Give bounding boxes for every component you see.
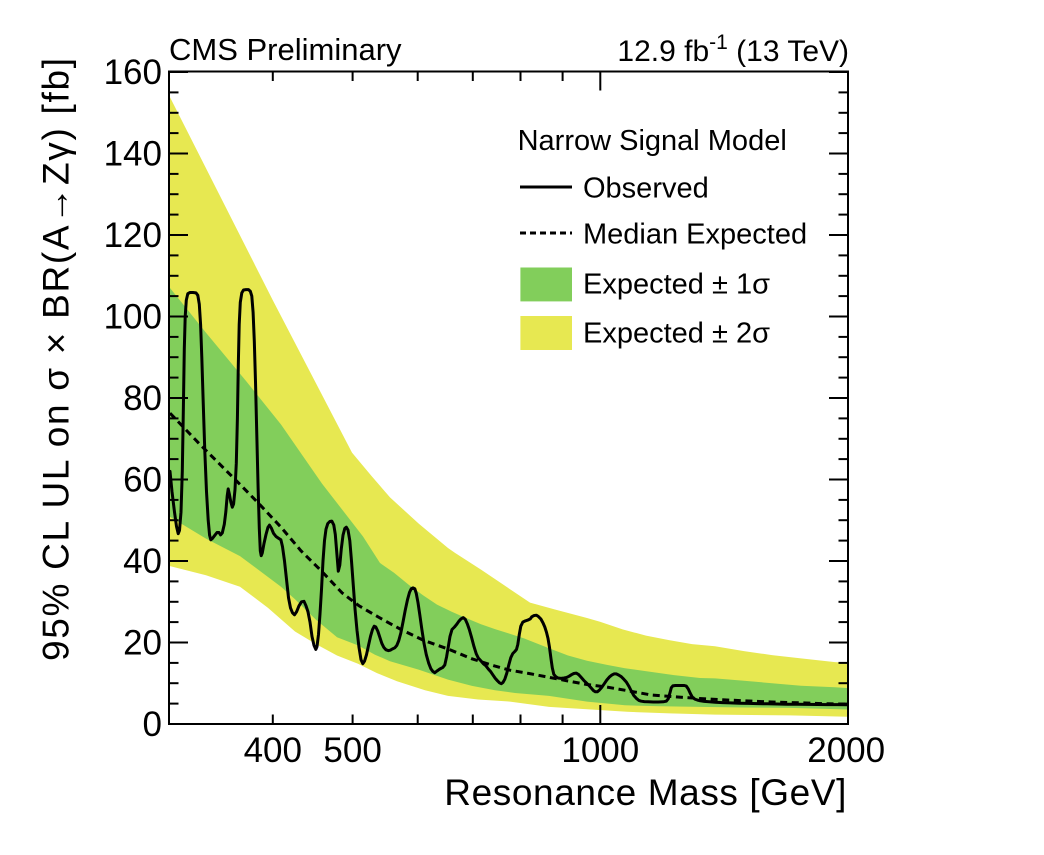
svg-text:Expected ± 1σ: Expected ± 1σ: [583, 269, 770, 301]
svg-text:100: 100: [104, 298, 162, 337]
svg-text:80: 80: [123, 379, 162, 418]
svg-text:60: 60: [123, 461, 162, 500]
svg-text:160: 160: [104, 53, 162, 92]
svg-text:Narrow Signal Model: Narrow Signal Model: [518, 125, 787, 157]
svg-text:Observed: Observed: [583, 173, 709, 205]
svg-text:40: 40: [123, 542, 162, 581]
svg-text:CMS Preliminary: CMS Preliminary: [169, 32, 402, 67]
svg-text:0: 0: [143, 705, 162, 744]
svg-text:20: 20: [123, 624, 162, 663]
svg-text:120: 120: [104, 216, 162, 255]
svg-text:140: 140: [104, 135, 162, 174]
svg-text:500: 500: [323, 731, 381, 770]
svg-text:12.9 fb-1 (13 TeV): 12.9 fb-1 (13 TeV): [617, 31, 849, 68]
svg-text:1000: 1000: [561, 731, 639, 770]
svg-text:95% CL UL on σ × BR(A→Zγ) [fb]: 95% CL UL on σ × BR(A→Zγ) [fb]: [36, 56, 77, 661]
svg-text:400: 400: [244, 731, 302, 770]
svg-text:2000: 2000: [807, 731, 885, 770]
svg-text:Median Expected: Median Expected: [583, 219, 807, 251]
svg-text:Expected ± 2σ: Expected ± 2σ: [583, 318, 770, 350]
svg-text:Resonance Mass [GeV]: Resonance Mass [GeV]: [444, 772, 847, 813]
